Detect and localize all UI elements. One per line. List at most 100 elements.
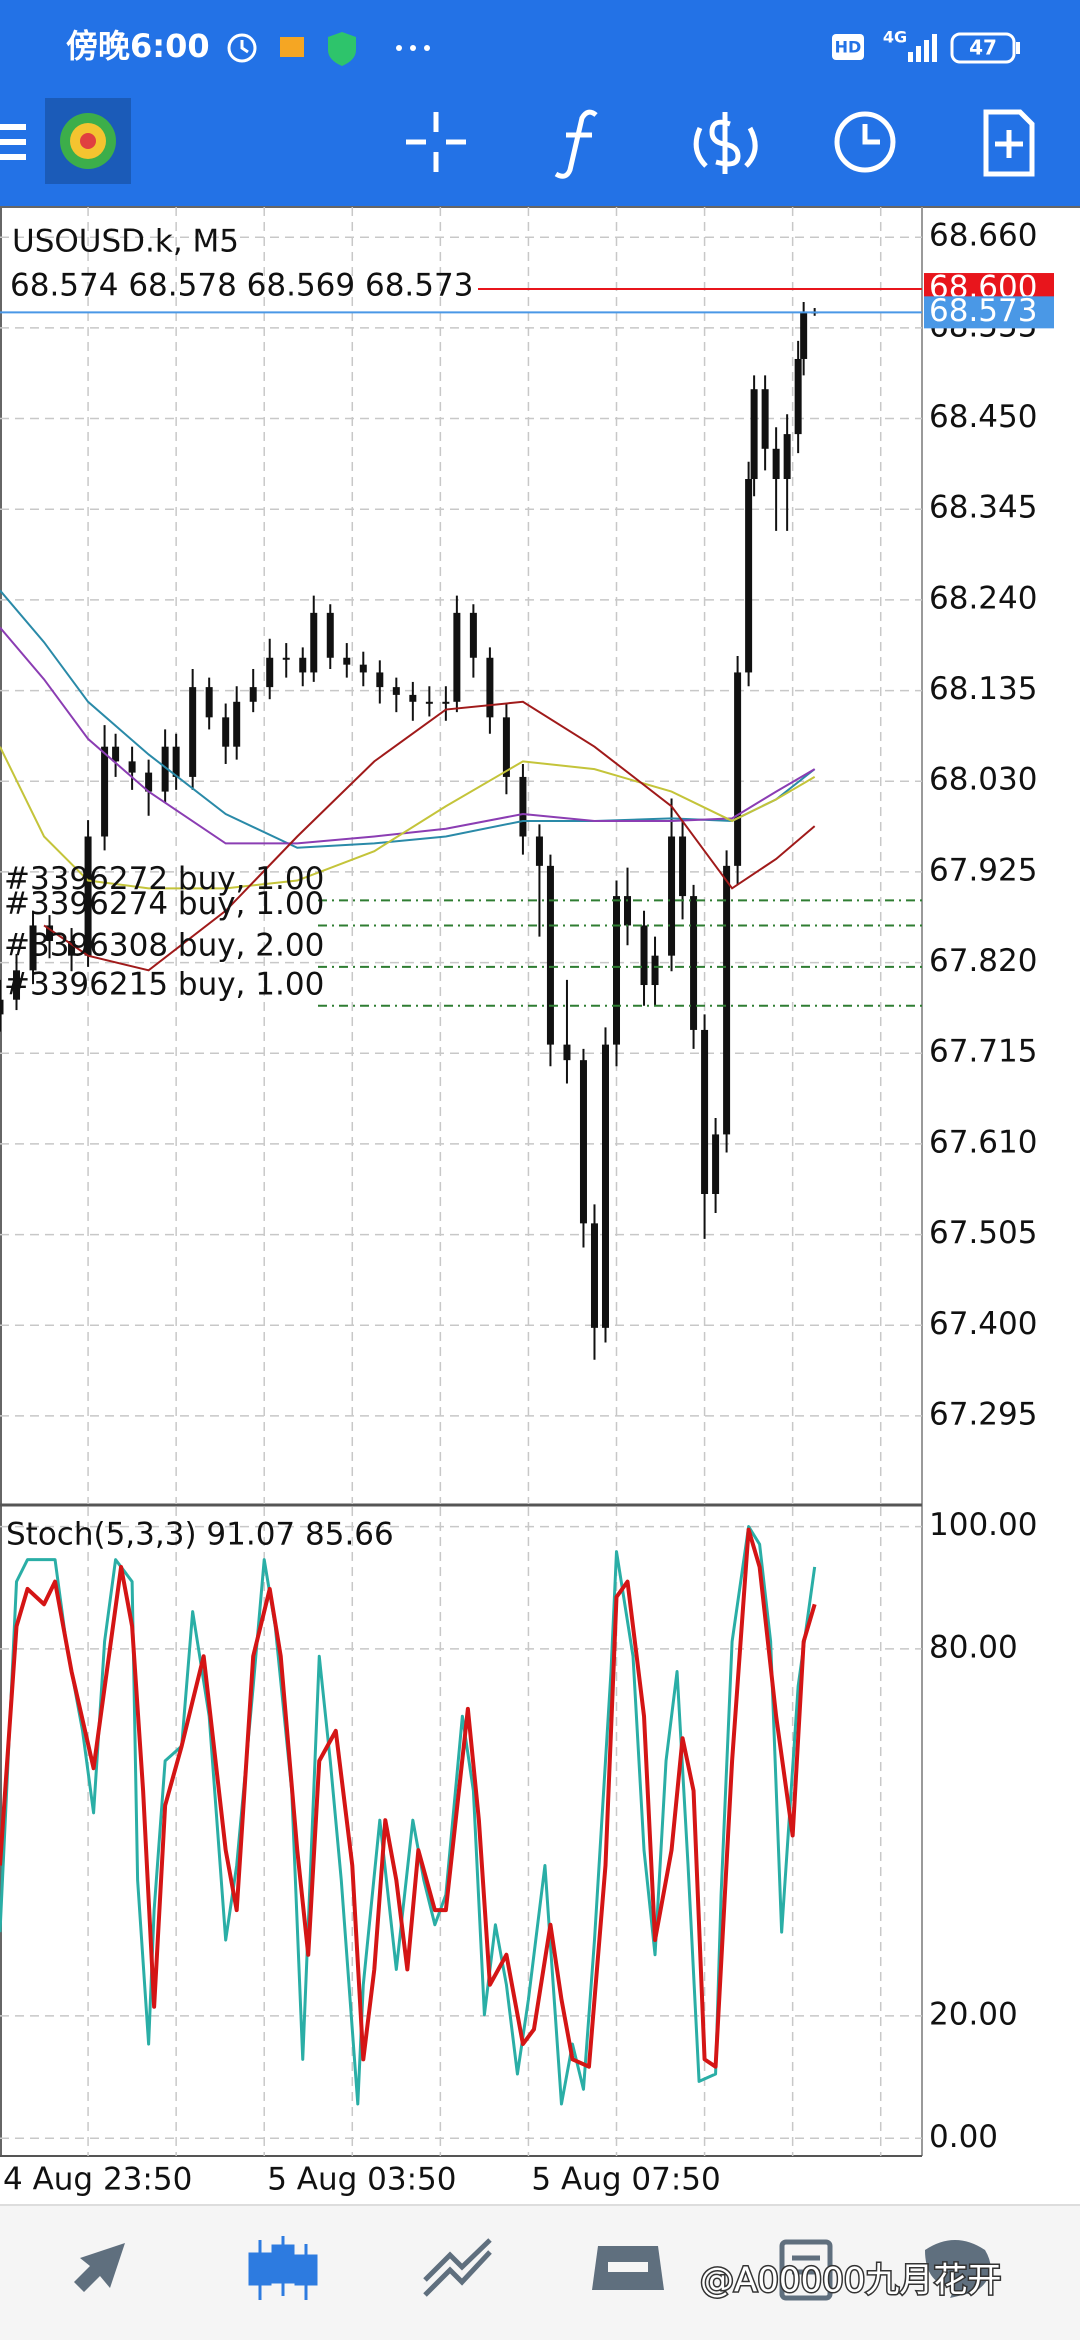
y-tick-label: 68.240 (929, 580, 1037, 616)
candle-body (101, 746, 109, 837)
period-tool[interactable] (834, 111, 896, 173)
candle-body (222, 717, 230, 747)
x-tick-label: 5 Aug 07:50 (531, 2162, 720, 2198)
candle-body (46, 925, 54, 941)
candle-body (772, 448, 780, 480)
candle-body (68, 940, 76, 956)
hd-label: HD (835, 38, 862, 57)
candle-body (392, 687, 400, 695)
chart-title: USOUSD.k, M5 (12, 224, 239, 260)
candle-body (376, 672, 384, 688)
chart-panel: 100.00 80.00 20.00 0.00 4 Aug 23:50 5 Aug 03:… (0, 1507, 1037, 2198)
y-tick-label: 68.450 (929, 399, 1037, 435)
candle-body (310, 612, 318, 673)
candle-body (579, 1060, 587, 1224)
battery (950, 32, 1016, 64)
y-tick-label: 67.295 (929, 1396, 1037, 1432)
candle-body (783, 434, 791, 480)
stoch-line (0, 1527, 817, 2069)
candle-body (249, 687, 257, 702)
messages-tab[interactable] (779, 2239, 833, 2301)
moving-average (0, 589, 816, 849)
y-tick-label: 68.345 (929, 490, 1037, 526)
y-tick-label: 67.610 (929, 1124, 1037, 1160)
quotes-tab[interactable] (74, 2243, 125, 2292)
top-bar (0, 0, 1080, 206)
trade-tab[interactable] (423, 2238, 492, 2297)
candle-body (668, 836, 676, 956)
candle-body (651, 955, 659, 986)
candle-body (282, 657, 290, 660)
bid-price-label: 68.573 (929, 293, 1037, 329)
y-tick-label: 68.030 (929, 762, 1037, 798)
moving-average (43, 700, 816, 972)
y-tick-label: 68.135 (929, 671, 1037, 707)
charts: 68.66068.55568.45068.34568.24068.13568.0… (0, 207, 1054, 2198)
y-tick-label: 80.00 (929, 1629, 1018, 1665)
candle-body (409, 694, 417, 702)
candle-body (712, 1134, 720, 1194)
hd-badge (832, 34, 864, 60)
candle-body (29, 925, 37, 971)
stoch-line (0, 1525, 817, 2106)
candle-body (679, 836, 687, 897)
candle-body (233, 701, 241, 747)
ohlc-text: 68.574 68.578 68.569 68.573 (10, 268, 473, 304)
y-tick-label: 67.400 (929, 1306, 1037, 1342)
y-tick-label: 0.00 (929, 2119, 998, 2155)
trade-tool[interactable] (693, 112, 758, 174)
candle-body (469, 612, 477, 658)
y-tick-label: 67.820 (929, 943, 1037, 979)
status-icons (227, 32, 430, 66)
candle-body (734, 672, 742, 866)
moving-average (0, 746, 816, 890)
candle-body (701, 1029, 709, 1194)
chart-title: Stoch(5,3,3) 91.07 85.66 (6, 1517, 394, 1553)
candle-body (613, 896, 621, 1045)
candle-body (299, 657, 307, 673)
menu-button[interactable] (0, 124, 26, 160)
candle-body (794, 358, 802, 435)
candle-body (359, 664, 367, 673)
candle-body (145, 772, 153, 792)
y-tick-label: 68.660 (929, 218, 1037, 254)
candle-body (161, 746, 169, 792)
indicator-tool[interactable] (554, 109, 598, 179)
y-tick-label: 100.00 (929, 1507, 1037, 1543)
order-label: #3396308 buy, 2.00 (4, 927, 324, 963)
candle-body (486, 657, 494, 718)
bottom-nav (0, 2205, 1080, 2340)
chart-tab[interactable] (248, 2236, 318, 2300)
candle-body (128, 761, 136, 773)
candle-body (205, 687, 213, 718)
x-tick-label: 4 Aug 23:50 (3, 2162, 192, 2198)
candle-body (502, 717, 510, 777)
chart-panel: 68.66068.55568.45068.34568.24068.13568.0… (0, 207, 1054, 1504)
moving-average (0, 626, 816, 845)
crosshair-tool[interactable] (406, 112, 466, 172)
history-tab[interactable] (592, 2246, 664, 2290)
candle-body (453, 612, 461, 702)
candle-body (326, 612, 334, 658)
signal-bars (908, 34, 937, 62)
candle-body (425, 701, 433, 704)
order-label: #3396274 buy, 1.00 (4, 886, 324, 922)
candle-body (690, 896, 698, 1030)
app-logo[interactable] (45, 98, 131, 184)
candle-body (601, 1044, 609, 1328)
network-label: 4G (883, 28, 907, 47)
candle-body (112, 746, 120, 762)
new-order-tool[interactable] (983, 109, 1035, 177)
y-tick-label: 67.925 (929, 852, 1037, 888)
candle-body (546, 865, 554, 1045)
y-tick-label: 20.00 (929, 1996, 1018, 2032)
candle-body (723, 865, 731, 1135)
status-time: 傍晚6:00 (66, 27, 210, 65)
candle-body (266, 657, 274, 688)
y-tick-label: 67.715 (929, 1034, 1037, 1070)
candle-body (343, 657, 351, 665)
settings-tab[interactable] (925, 2240, 991, 2298)
candle-body (624, 896, 632, 926)
